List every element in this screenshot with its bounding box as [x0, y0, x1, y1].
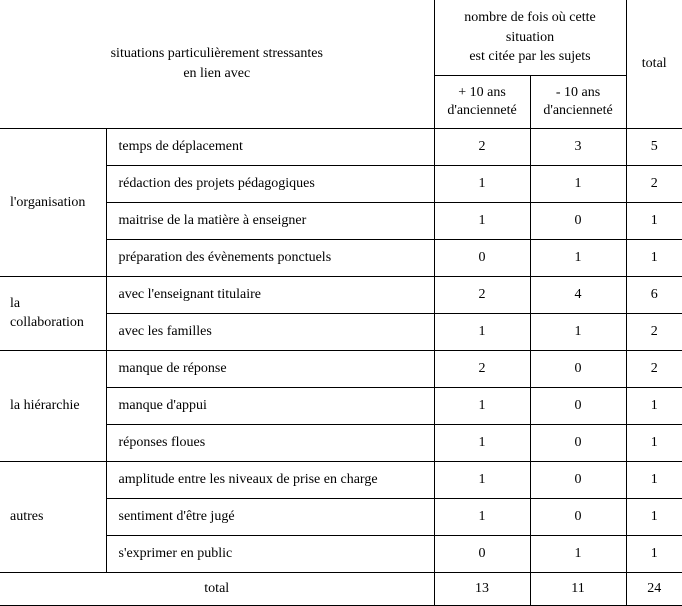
- header-situations: situations particulièrement stressantes …: [0, 0, 434, 129]
- totals-label: total: [0, 573, 434, 606]
- cell-minus10: 0: [530, 499, 626, 536]
- header-minus10-line1: - 10 ans: [556, 85, 600, 100]
- cell-plus10: 1: [434, 166, 530, 203]
- cell-minus10: 1: [530, 314, 626, 351]
- cell-plus10: 0: [434, 536, 530, 573]
- cell-minus10: 4: [530, 277, 626, 314]
- row-label: manque d'appui: [106, 388, 434, 425]
- cell-minus10: 0: [530, 425, 626, 462]
- header-plus10: + 10 ans d'ancienneté: [434, 75, 530, 128]
- header-count-line1: nombre de fois où cette situation: [464, 10, 595, 45]
- row-label: réponses floues: [106, 425, 434, 462]
- cell-plus10: 0: [434, 240, 530, 277]
- cell-minus10: 0: [530, 351, 626, 388]
- category-cell: autres: [0, 462, 106, 573]
- cell-row-total: 1: [626, 388, 682, 425]
- cell-plus10: 1: [434, 388, 530, 425]
- totals-minus10: 11: [530, 573, 626, 606]
- header-plus10-line1: + 10 ans: [458, 85, 506, 100]
- cell-minus10: 1: [530, 536, 626, 573]
- header-count: nombre de fois où cette situation est ci…: [434, 0, 626, 75]
- cell-minus10: 0: [530, 203, 626, 240]
- cell-plus10: 1: [434, 499, 530, 536]
- row-label: s'exprimer en public: [106, 536, 434, 573]
- row-label: rédaction des projets pédagogiques: [106, 166, 434, 203]
- header-situations-line1: situations particulièrement stressantes: [111, 46, 323, 61]
- row-label: manque de réponse: [106, 351, 434, 388]
- header-minus10-line2: d'ancienneté: [543, 103, 612, 118]
- header-minus10: - 10 ans d'ancienneté: [530, 75, 626, 128]
- totals-grand: 24: [626, 573, 682, 606]
- cell-minus10: 0: [530, 462, 626, 499]
- row-label: avec l'enseignant titulaire: [106, 277, 434, 314]
- cell-row-total: 5: [626, 129, 682, 166]
- cell-plus10: 1: [434, 314, 530, 351]
- header-total: total: [626, 0, 682, 129]
- cell-minus10: 1: [530, 166, 626, 203]
- cell-row-total: 2: [626, 166, 682, 203]
- cell-plus10: 2: [434, 351, 530, 388]
- cell-minus10: 1: [530, 240, 626, 277]
- cell-row-total: 1: [626, 462, 682, 499]
- row-label: avec les familles: [106, 314, 434, 351]
- category-cell: l'organisation: [0, 129, 106, 277]
- header-situations-line2: en lien avec: [183, 66, 250, 81]
- cell-row-total: 1: [626, 203, 682, 240]
- cell-row-total: 1: [626, 425, 682, 462]
- category-cell: la collaboration: [0, 277, 106, 351]
- header-plus10-line2: d'ancienneté: [447, 103, 516, 118]
- cell-minus10: 0: [530, 388, 626, 425]
- cell-plus10: 1: [434, 462, 530, 499]
- stress-situations-table: situations particulièrement stressantes …: [0, 0, 682, 606]
- cell-row-total: 1: [626, 240, 682, 277]
- category-cell: la hiérarchie: [0, 351, 106, 462]
- cell-plus10: 1: [434, 203, 530, 240]
- row-label: maitrise de la matière à enseigner: [106, 203, 434, 240]
- cell-row-total: 1: [626, 536, 682, 573]
- totals-plus10: 13: [434, 573, 530, 606]
- row-label: préparation des évènements ponctuels: [106, 240, 434, 277]
- cell-plus10: 2: [434, 277, 530, 314]
- row-label: amplitude entre les niveaux de prise en …: [106, 462, 434, 499]
- cell-row-total: 1: [626, 499, 682, 536]
- cell-minus10: 3: [530, 129, 626, 166]
- cell-row-total: 2: [626, 351, 682, 388]
- row-label: temps de déplacement: [106, 129, 434, 166]
- row-label: sentiment d'être jugé: [106, 499, 434, 536]
- header-count-line2: est citée par les sujets: [469, 49, 590, 64]
- cell-row-total: 2: [626, 314, 682, 351]
- cell-row-total: 6: [626, 277, 682, 314]
- cell-plus10: 2: [434, 129, 530, 166]
- cell-plus10: 1: [434, 425, 530, 462]
